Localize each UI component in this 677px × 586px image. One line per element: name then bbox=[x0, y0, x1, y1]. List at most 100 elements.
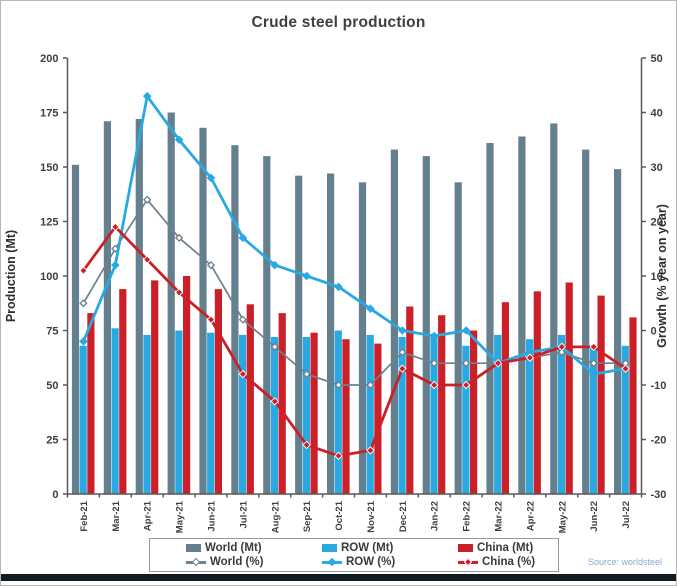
marker bbox=[493, 358, 503, 368]
bar bbox=[135, 119, 143, 494]
axis-tick-labels: 0 25 50 75 100 125 150 175 200 -30 -20 -10 0 10 20 30 40… bbox=[40, 53, 666, 533]
marker bbox=[111, 222, 120, 232]
marker bbox=[270, 397, 280, 406]
marker bbox=[238, 233, 248, 243]
marker bbox=[525, 353, 535, 362]
bar bbox=[103, 121, 111, 494]
bar-series-World (Mt) bbox=[71, 112, 622, 495]
svg-text:50: 50 bbox=[651, 53, 663, 65]
svg-text:-30: -30 bbox=[651, 489, 667, 501]
marker bbox=[302, 369, 311, 379]
bar bbox=[278, 313, 286, 494]
x-tick-label: Jan-22 bbox=[430, 501, 441, 531]
marker bbox=[79, 337, 88, 346]
bar bbox=[621, 345, 629, 494]
bar bbox=[501, 302, 509, 494]
legend-line-swatch bbox=[322, 557, 342, 567]
bar bbox=[342, 339, 350, 494]
marker bbox=[334, 282, 343, 292]
bar bbox=[589, 347, 597, 494]
line-series-World (%) bbox=[79, 195, 630, 390]
right-axis-title: Growth (% year on year) bbox=[655, 204, 669, 348]
marker bbox=[589, 369, 598, 379]
line bbox=[82, 94, 626, 376]
legend-line-swatch bbox=[186, 557, 206, 567]
bar bbox=[454, 182, 462, 495]
bar bbox=[207, 332, 215, 494]
bar bbox=[239, 334, 247, 494]
marker bbox=[398, 326, 407, 335]
bar bbox=[263, 156, 271, 494]
svg-text:-20: -20 bbox=[651, 435, 667, 447]
marker bbox=[461, 359, 471, 368]
legend-label: China (Mt) bbox=[477, 541, 534, 554]
svg-text:200: 200 bbox=[40, 53, 58, 65]
marker bbox=[174, 288, 184, 297]
marker bbox=[143, 195, 152, 204]
bar bbox=[183, 276, 191, 494]
svg-text:75: 75 bbox=[46, 326, 58, 338]
svg-text:40: 40 bbox=[651, 108, 663, 120]
marker bbox=[430, 359, 439, 368]
bar bbox=[422, 156, 430, 494]
legend-bar-swatch bbox=[458, 543, 473, 552]
bar bbox=[390, 149, 398, 494]
x-tick-label: May-21 bbox=[175, 500, 186, 533]
bar bbox=[119, 289, 127, 494]
legend-label: ROW (Mt) bbox=[341, 541, 394, 554]
x-tick-label: Mar-22 bbox=[494, 501, 505, 532]
bar bbox=[565, 282, 573, 494]
marker bbox=[174, 233, 184, 242]
marker bbox=[142, 255, 152, 264]
svg-text:20: 20 bbox=[651, 217, 663, 229]
bar-series-China (Mt) bbox=[87, 276, 637, 494]
marker bbox=[238, 315, 248, 324]
svg-text:125: 125 bbox=[40, 217, 58, 229]
marker bbox=[302, 271, 311, 281]
marker bbox=[621, 364, 630, 373]
svg-text:50: 50 bbox=[46, 380, 58, 392]
bar bbox=[597, 295, 605, 494]
marker bbox=[334, 380, 343, 390]
bar bbox=[175, 330, 183, 494]
x-tick-label: Mar-21 bbox=[111, 500, 122, 531]
bar bbox=[518, 136, 526, 494]
svg-text:25: 25 bbox=[46, 435, 58, 447]
legend-label: World (Mt) bbox=[205, 541, 262, 554]
bar bbox=[199, 127, 207, 495]
legend-label: World (%) bbox=[210, 556, 264, 569]
marker bbox=[334, 451, 343, 461]
left-axis-title: Production (Mt) bbox=[4, 230, 18, 322]
x-tick-label: Nov-21 bbox=[366, 500, 377, 532]
marker bbox=[398, 348, 407, 357]
bar bbox=[430, 337, 438, 494]
bar bbox=[270, 337, 279, 494]
marker bbox=[206, 260, 216, 270]
x-tick-label: Sep-21 bbox=[302, 500, 313, 532]
svg-text:30: 30 bbox=[651, 162, 663, 174]
x-tick-label: Feb-21 bbox=[79, 500, 90, 531]
bar bbox=[295, 175, 303, 494]
legend-bar-swatch bbox=[322, 543, 337, 552]
x-tick-label: Dec-21 bbox=[398, 500, 409, 532]
bar bbox=[310, 332, 318, 494]
bar bbox=[629, 317, 637, 494]
marker bbox=[79, 266, 88, 275]
marker bbox=[589, 359, 598, 368]
bar bbox=[327, 173, 335, 494]
bar bbox=[374, 343, 382, 494]
svg-text:10: 10 bbox=[651, 271, 663, 283]
bar bbox=[470, 330, 478, 494]
line-series-China (%) bbox=[79, 222, 630, 461]
x-tick-label: Oct-21 bbox=[334, 500, 345, 530]
marker bbox=[206, 173, 216, 183]
chart-title: Crude steel production bbox=[251, 14, 426, 31]
bar bbox=[614, 169, 622, 494]
marker bbox=[238, 369, 248, 379]
marker bbox=[79, 299, 88, 308]
marker bbox=[557, 348, 566, 357]
bar bbox=[462, 345, 470, 494]
legend-bar-swatch bbox=[186, 543, 201, 552]
bar bbox=[151, 280, 159, 494]
